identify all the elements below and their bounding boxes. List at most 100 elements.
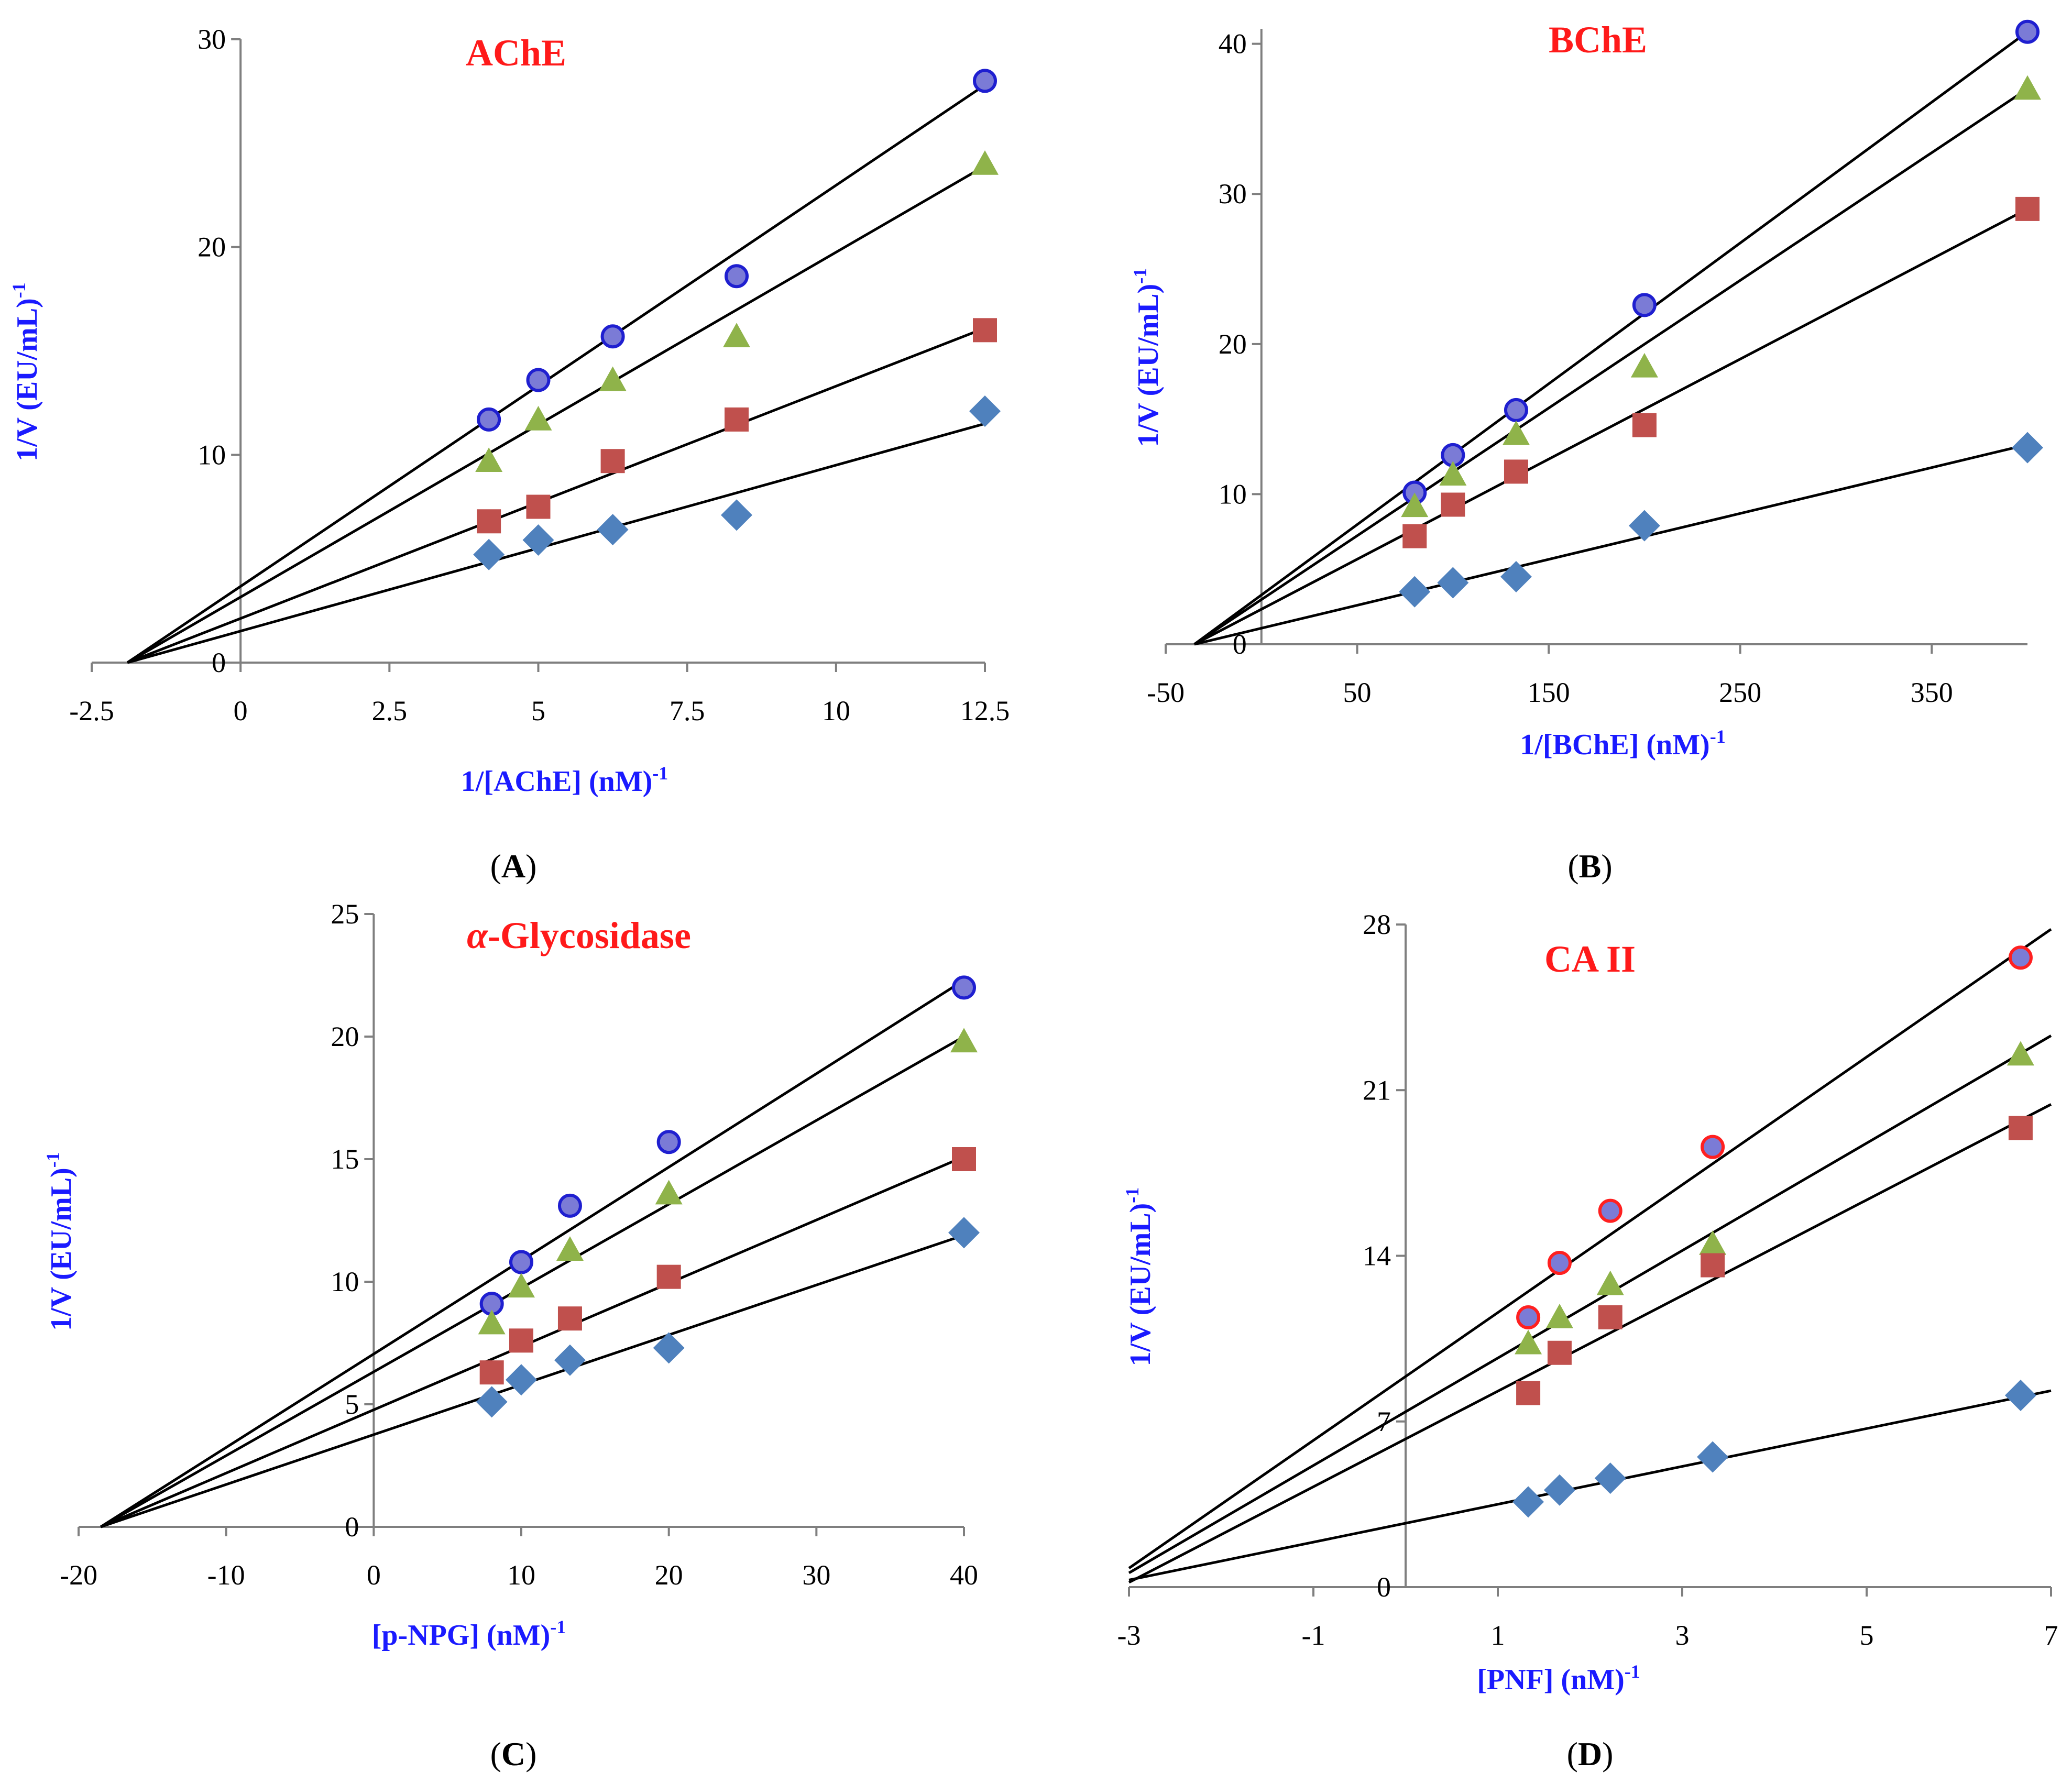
- data-point-circle: [526, 368, 551, 392]
- x-tick-label: 350: [1911, 677, 1953, 708]
- y-tick-label: 5: [345, 1389, 359, 1420]
- data-point-diamond: [1628, 510, 1660, 542]
- caption-paren-open: (: [490, 1735, 501, 1773]
- y-axis-label: 1/V (EU/mL)-1: [42, 1152, 78, 1331]
- x-tick-label: 10: [822, 695, 850, 727]
- data-point-square: [973, 318, 997, 343]
- data-point-diamond: [1512, 1486, 1544, 1518]
- data-point-circle: [725, 264, 749, 289]
- data-point-diamond: [597, 514, 629, 546]
- x-tick-label: 3: [1675, 1620, 1690, 1651]
- data-point-square: [2008, 1116, 2033, 1140]
- x-axis-label: [p-NPG] (nM)-1: [372, 1616, 566, 1652]
- x-axis-label-sup: -1: [1710, 726, 1726, 747]
- data-point-square: [477, 509, 501, 534]
- y-tick-label: 30: [1219, 178, 1247, 210]
- data-point-triangle: [655, 1180, 683, 1205]
- data-point-square: [1402, 524, 1427, 548]
- y-axis-label-text: 1/V (EU/mL): [1132, 284, 1165, 447]
- data-point-diamond: [554, 1344, 586, 1376]
- data-point-circle: [656, 1130, 681, 1154]
- data-point-triangle: [723, 323, 751, 348]
- fit-line: [1128, 1389, 2052, 1581]
- y-tick-label: 0: [212, 647, 226, 678]
- x-axis-label-text: [p-NPG] (nM): [372, 1619, 551, 1652]
- data-point-diamond: [1437, 567, 1469, 599]
- x-tick-label: 0: [234, 695, 248, 727]
- caption-paren-open: (: [490, 848, 501, 885]
- x-tick-label: -20: [60, 1559, 97, 1591]
- fit-line: [1193, 87, 2029, 646]
- x-tick-label: -10: [207, 1559, 245, 1591]
- data-point-square: [656, 1264, 681, 1289]
- fit-line: [100, 1035, 965, 1528]
- data-point-circle: [557, 1193, 582, 1218]
- y-axis-label-text: 1/V (EU/mL): [11, 298, 43, 461]
- data-point-triangle: [524, 405, 552, 431]
- data-point-square: [1547, 1340, 1572, 1365]
- data-point-square: [1441, 492, 1465, 517]
- data-point-diamond: [1594, 1462, 1626, 1494]
- x-tick-label: 1: [1491, 1620, 1505, 1651]
- fit-line: [127, 327, 985, 664]
- x-tick-label: -3: [1117, 1620, 1141, 1651]
- x-tick-label: 7: [2044, 1620, 2058, 1651]
- data-point-triangle: [950, 1028, 978, 1053]
- data-point-square: [557, 1306, 582, 1331]
- data-point-diamond: [653, 1332, 685, 1364]
- data-point-diamond: [969, 395, 1001, 427]
- data-point-diamond: [476, 1386, 508, 1418]
- y-tick-label: 0: [1377, 1571, 1391, 1603]
- data-point-triangle: [2014, 75, 2041, 100]
- x-axis-label: 1/[BChE] (nM)-1: [1520, 726, 1725, 761]
- data-point-square: [479, 1360, 504, 1385]
- data-point-circle: [973, 69, 997, 93]
- fit-line: [1193, 30, 2029, 646]
- fit-line: [100, 979, 965, 1528]
- data-point-diamond: [1500, 561, 1532, 593]
- y-axis-label: 1/V (EU/mL)-1: [1122, 1187, 1157, 1367]
- data-point-circle: [2015, 19, 2040, 44]
- data-point-square: [526, 494, 551, 519]
- data-point-circle: [600, 324, 625, 349]
- x-tick-label: -1: [1302, 1620, 1325, 1651]
- y-tick-label: 25: [331, 898, 359, 930]
- fit-line: [127, 422, 985, 664]
- y-tick-label: 14: [1363, 1240, 1391, 1272]
- x-axis-label-text: 1/[BChE] (nM): [1520, 729, 1709, 761]
- data-point-square: [600, 449, 625, 474]
- x-axis-label: 1/[AChE] (nM)-1: [461, 763, 668, 798]
- x-tick-label: 250: [1719, 677, 1761, 708]
- data-point-circle: [1504, 398, 1528, 422]
- y-axis-label-sup: -1: [8, 282, 29, 298]
- data-point-square: [725, 407, 749, 432]
- data-point-square: [2015, 196, 2040, 221]
- panel-C: 0 5 10 15 20 25 -20 -10 0 10 20 30 40 α-Glycosidase [p…: [42, 898, 980, 1773]
- y-tick-label: 20: [198, 232, 226, 263]
- y-axis-label: 1/V (EU/mL)-1: [1130, 268, 1165, 447]
- data-point-square: [509, 1328, 533, 1353]
- fit-line: [1128, 1103, 2052, 1584]
- data-point-triangle: [1596, 1270, 1624, 1295]
- x-tick-label: 40: [950, 1559, 978, 1591]
- x-tick-label: 5: [531, 695, 545, 727]
- data-point-triangle: [599, 366, 627, 391]
- title-text: -Glycosidase: [488, 915, 691, 956]
- data-point-triangle: [508, 1273, 535, 1298]
- data-point-circle: [509, 1250, 533, 1274]
- data-point-square: [952, 1147, 976, 1171]
- data-point-circle: [952, 975, 976, 1000]
- data-point-triangle: [556, 1236, 584, 1261]
- panel-A: 0 10 20 30 -2.5 0 2.5 5 7.5 10 12.5 AChE 1/[AChE] (n…: [8, 24, 1010, 885]
- caption-paren-close: ): [1601, 848, 1612, 885]
- x-axis-label-sup: -1: [1625, 1661, 1640, 1682]
- data-point-diamond: [948, 1217, 980, 1249]
- y-tick-label: 10: [198, 439, 226, 470]
- caption-letter: C: [501, 1735, 525, 1773]
- chart-title: α-Glycosidase: [467, 915, 691, 956]
- fit-line: [126, 164, 986, 664]
- x-axis-label-text: 1/[AChE] (nM): [461, 765, 653, 798]
- caption-paren-close: ): [525, 1735, 536, 1773]
- data-point-diamond: [2004, 1380, 2036, 1412]
